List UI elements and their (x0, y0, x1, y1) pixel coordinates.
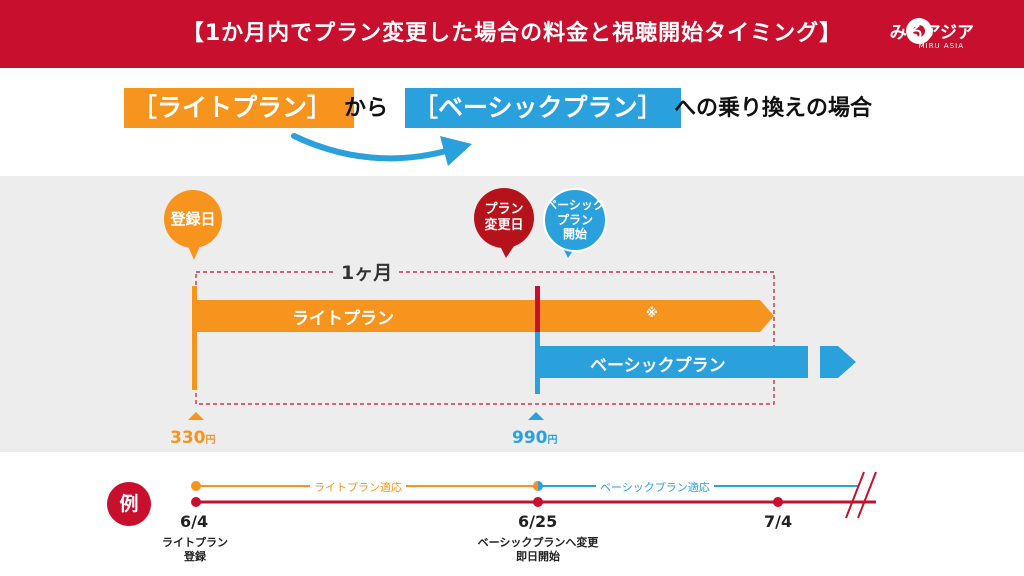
example-badge: 例 (107, 482, 151, 526)
light-applied-label: ライトプラン適応 (310, 479, 406, 495)
date-register: 6/4 (180, 512, 209, 531)
date-end: 7/4 (764, 512, 793, 531)
basic-start-bubble: ベーシック プラン 開始 (543, 188, 607, 252)
subtitle-row: ［ライトプラン］ から ［ベーシックプラン］ への乗り換えの場合 (0, 88, 1024, 128)
transition-arrow-icon (291, 133, 472, 166)
change-line (535, 286, 540, 332)
logo-text: みるアジア (889, 23, 974, 43)
note-register: ライトプラン 登録 (162, 536, 228, 563)
header-bar (0, 0, 1024, 68)
note-change: ベーシックプランへ変更 即日開始 (477, 536, 599, 563)
light-plan-note: ※ (646, 306, 658, 320)
from-plan-tag: ［ライトプラン］ (124, 88, 354, 128)
one-month-box (195, 271, 775, 405)
light-plan-bar (196, 300, 774, 332)
basic-price: 990円 (512, 428, 558, 448)
date-change: 6/25 (518, 512, 558, 531)
light-price-marker (188, 412, 204, 420)
light-plan-label: ライトプラン (292, 309, 394, 329)
basic-start-line (535, 332, 540, 394)
basic-price-marker (528, 412, 544, 420)
basic-applied-label: ベーシックプラン適応 (596, 479, 714, 495)
one-month-label: 1ヶ月 (335, 258, 399, 285)
change-day-bubble: プラン 変更日 (474, 188, 534, 248)
basic-plan-bar (538, 346, 808, 378)
basic-plan-bar-tail (820, 346, 856, 378)
to-plan-tag: ［ベーシックプラン］ (405, 88, 681, 128)
suffix-text: への乗り換えの場合 (674, 96, 873, 121)
basic-plan-label: ベーシックプラン (590, 356, 726, 376)
register-line (192, 286, 197, 390)
from-word: から (344, 96, 389, 121)
page-title: 【1か月内でプラン変更した場合の料金と視聴開始タイミング】 (181, 21, 843, 46)
register-day-bubble: 登録日 (164, 190, 222, 248)
logo-subtext: MIRU ASIA (918, 42, 964, 50)
example-timeline (191, 471, 877, 519)
plan-diagram (188, 246, 856, 420)
logo-icon (906, 18, 932, 44)
light-price: 330円 (170, 428, 216, 448)
